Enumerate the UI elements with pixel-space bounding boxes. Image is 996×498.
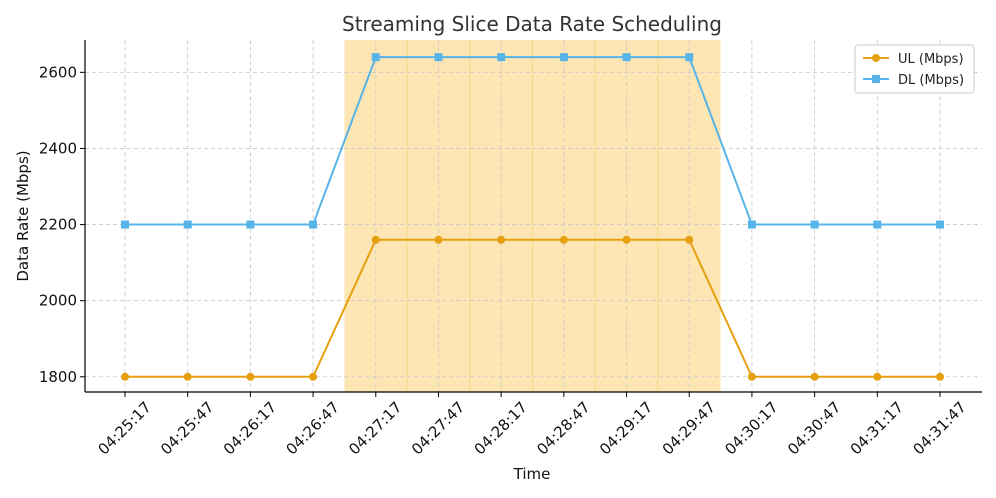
data-point: [246, 220, 255, 229]
y-axis-label: Data Rate (Mbps): [14, 150, 32, 281]
series-line: [125, 56, 940, 226]
data-point: [497, 235, 506, 244]
x-tick-label: 04:27:17: [345, 398, 405, 458]
data-point: [747, 372, 756, 381]
data-point: [121, 220, 129, 229]
legend-swatch-marker: [872, 54, 880, 62]
y-tick-label: 2200: [39, 216, 77, 234]
x-tick-label: 04:26:47: [283, 398, 343, 458]
data-point: [434, 53, 443, 62]
x-tick-label: 04:29:47: [659, 398, 719, 458]
legend-label: UL (Mbps): [898, 52, 964, 67]
x-tick-label: 04:31:17: [847, 398, 907, 458]
data-point: [371, 235, 380, 244]
y-tick-label: 2000: [39, 292, 77, 310]
x-tick-label: 04:30:47: [784, 398, 844, 458]
data-point: [936, 372, 944, 381]
chart-title: Streaming Slice Data Rate Scheduling: [342, 12, 722, 36]
y-tick-label: 2400: [39, 139, 77, 157]
data-point: [622, 235, 631, 244]
data-point: [747, 220, 756, 229]
x-tick-label: 04:26:17: [220, 398, 280, 458]
x-tick-label: 04:28:17: [471, 398, 531, 458]
data-point: [622, 53, 631, 62]
series-dl: [121, 53, 944, 229]
series-line: [125, 238, 940, 378]
x-tick-label: 04:29:17: [596, 398, 656, 458]
data-point: [936, 220, 944, 229]
data-point: [810, 372, 819, 381]
data-point: [810, 220, 819, 229]
data-point: [873, 220, 882, 229]
y-tick-label: 1800: [39, 368, 77, 386]
data-point: [873, 372, 882, 381]
data-point: [121, 372, 129, 381]
x-tick-label: 04:25:17: [94, 398, 154, 458]
x-tick-label: 04:31:47: [909, 398, 969, 458]
x-tick-label: 04:28:47: [533, 398, 593, 458]
series-layer: [121, 53, 944, 381]
data-point: [309, 220, 318, 229]
data-point: [685, 235, 694, 244]
highlight-layer: [344, 40, 721, 392]
data-point: [246, 372, 255, 381]
legend: UL (Mbps) DL (Mbps): [854, 44, 975, 94]
legend-label: DL (Mbps): [898, 73, 964, 88]
data-point: [559, 53, 568, 62]
data-point: [183, 372, 192, 381]
data-point: [309, 372, 318, 381]
x-tick-label: 04:27:47: [408, 398, 468, 458]
data-point: [371, 53, 380, 62]
x-tick-label: 04:30:17: [721, 398, 781, 458]
legend-swatch-marker: [872, 75, 880, 83]
y-tick-label: 2600: [39, 63, 77, 81]
data-point: [685, 53, 694, 62]
data-point: [183, 220, 192, 229]
series-ul: [121, 235, 944, 381]
x-axis-label: Time: [513, 465, 551, 483]
data-point: [497, 53, 506, 62]
data-point: [434, 235, 443, 244]
x-tick-label: 04:25:47: [157, 398, 217, 458]
data-point: [559, 235, 568, 244]
